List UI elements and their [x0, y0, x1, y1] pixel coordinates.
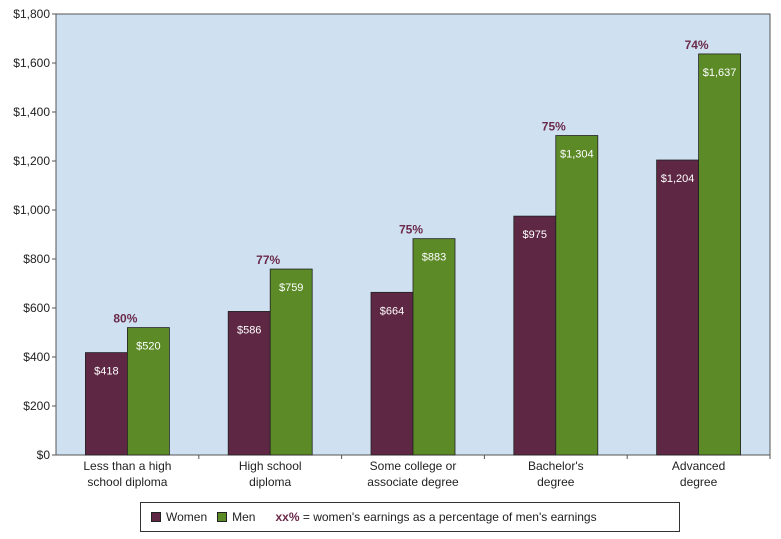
men-swatch	[217, 512, 228, 522]
legend-note: xx% = women's earnings as a percentage o…	[275, 510, 596, 524]
bar-value-label-men: $1,637	[703, 67, 737, 79]
bar-value-label-women: $418	[94, 366, 118, 378]
x-category-label: diploma	[249, 475, 291, 489]
bar-value-label-women: $975	[523, 229, 547, 241]
x-category-label: degree	[680, 475, 718, 489]
bar-women	[370, 291, 414, 456]
legend-note-text: = women's earnings as a percentage of me…	[299, 510, 597, 524]
y-tick-label: $0	[37, 448, 51, 462]
bar-men	[698, 53, 741, 456]
percentage-label: 77%	[256, 253, 280, 267]
bar-value-label-men: $520	[136, 341, 160, 353]
x-category-label: degree	[537, 475, 575, 489]
bar-value-label-women: $664	[380, 305, 404, 317]
bar-value-label-men: $759	[279, 282, 303, 294]
x-category-label: Bachelor's	[528, 459, 584, 473]
y-tick-label: $800	[23, 252, 50, 266]
legend-label-men: Men	[232, 510, 256, 524]
x-category-label: Some college or	[370, 459, 457, 473]
bar-men	[555, 135, 599, 456]
y-tick-label: $1,000	[13, 203, 50, 217]
bar-value-label-men: $1,304	[560, 149, 594, 161]
bar-value-label-men: $883	[422, 252, 446, 264]
y-tick-label: $200	[23, 399, 50, 413]
y-tick-label: $1,800	[13, 7, 50, 21]
y-tick-label: $400	[23, 350, 50, 364]
percentage-label: 74%	[685, 38, 709, 52]
bar-women	[227, 311, 271, 456]
percentage-label: 75%	[542, 120, 566, 134]
y-tick-label: $1,200	[13, 154, 50, 168]
bar-value-label-women: $1,204	[661, 173, 695, 185]
x-axis: Less than a high school diploma High schoo…	[83, 455, 771, 489]
x-category-label: Less than a high	[83, 459, 171, 473]
bars: $418 $520 80% $586 $759 77% $664 $883 75% $975 $1,…	[85, 38, 741, 456]
bar-men	[269, 268, 313, 456]
x-category-label: school diploma	[87, 475, 167, 489]
bar-men	[127, 327, 170, 456]
bar-women	[513, 215, 557, 456]
legend-item-men: Men	[217, 510, 255, 524]
bar-men	[412, 238, 456, 456]
percentage-label: 75%	[399, 223, 423, 237]
legend-item-women: Women	[151, 510, 207, 524]
y-axis: $0 $200 $400 $600 $800 $1,000 $1,200 $1,400 $1,6…	[13, 7, 56, 462]
legend: Women Men xx% = women's earnings as a pe…	[140, 502, 680, 532]
x-category-label: Advanced	[672, 459, 725, 473]
x-category-label: High school	[239, 459, 302, 473]
legend-label-women: Women	[166, 510, 208, 524]
bar-women	[85, 352, 128, 456]
legend-note-key: xx%	[275, 510, 300, 524]
y-tick-label: $600	[23, 301, 50, 315]
bar-women	[656, 159, 699, 456]
y-tick-label: $1,600	[13, 56, 50, 70]
women-swatch	[151, 512, 161, 522]
y-tick-label: $1,400	[13, 105, 50, 119]
bar-value-label-women: $586	[237, 324, 261, 336]
percentage-label: 80%	[113, 312, 137, 326]
x-category-label: associate degree	[367, 475, 459, 489]
